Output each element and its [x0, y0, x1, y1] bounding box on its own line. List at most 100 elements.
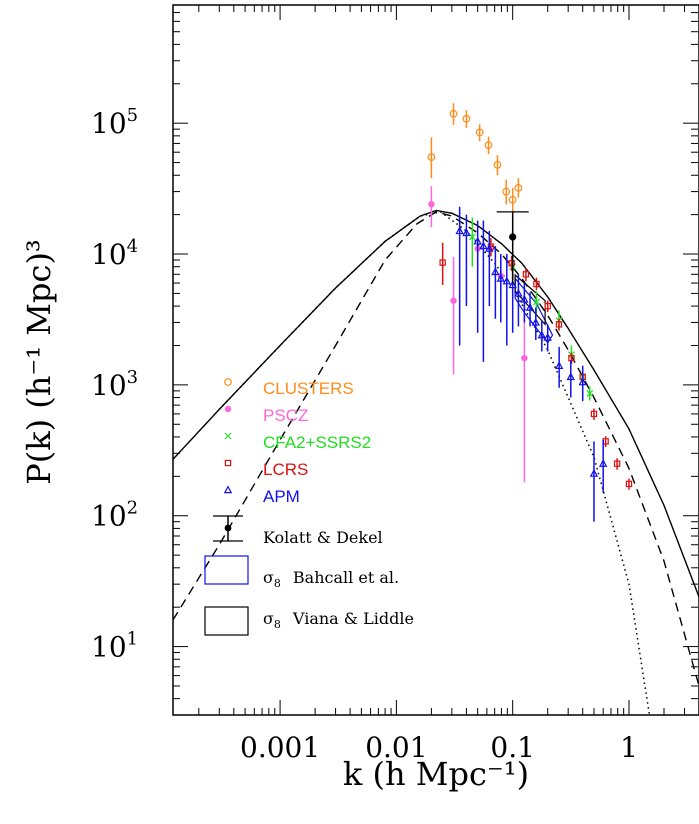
legend-label-kolatt-dekel: Kolatt & Dekel	[263, 528, 383, 547]
axis-tick-labels: 0.001 0.01 0.1 1 101 102 103 104 105	[91, 105, 638, 764]
point-clusters-marker-2	[462, 114, 471, 123]
point-cfa2-ssrs2-0	[468, 217, 476, 267]
point-apm-marker-14	[543, 332, 552, 341]
point-apm-marker-19	[598, 458, 608, 467]
y-tick-label: 103	[91, 367, 138, 402]
point-lcrs-marker-9	[590, 410, 598, 418]
point-apm-1	[462, 214, 471, 307]
point-clusters-marker-0	[427, 153, 436, 162]
legend-marker-apm	[223, 485, 233, 494]
point-apm-marker-1	[462, 228, 471, 237]
point-pscz-1	[450, 256, 457, 375]
point-kolatt-dekel-0	[496, 211, 529, 284]
point-apm-marker-17	[578, 377, 587, 386]
point-apm-11	[525, 292, 535, 327]
point-apm-marker-4	[485, 243, 494, 252]
point-apm-marker-9	[514, 288, 523, 297]
point-apm-7	[502, 254, 511, 346]
point-apm-17	[578, 365, 587, 402]
point-apm-12	[531, 307, 540, 341]
point-lcrs-12	[625, 478, 633, 490]
point-apm-marker-3	[479, 241, 488, 250]
point-lcrs-0	[439, 242, 446, 285]
legend-kolatt-marker	[224, 524, 232, 532]
point-apm-marker-12	[531, 317, 540, 326]
point-apm-marker-8	[508, 280, 517, 289]
data-points	[427, 103, 633, 522]
x-axis-title: k (h Mpc⁻¹)	[343, 755, 529, 793]
point-apm-4	[485, 230, 494, 307]
point-lcrs-marker-6	[555, 321, 563, 328]
point-cfa2-ssrs2-marker-0	[468, 233, 476, 241]
point-apm-9	[514, 274, 523, 327]
legend-label-bahcall: σ8 Bahcall et al.	[263, 568, 399, 590]
point-apm-14	[543, 324, 552, 352]
point-cfa2-ssrs2-marker-2	[532, 298, 540, 306]
point-lcrs-4	[533, 277, 540, 291]
point-clusters-2	[462, 110, 471, 128]
plot-frame	[172, 4, 699, 716]
axis-ticks	[173, 4, 699, 716]
point-apm-13	[537, 320, 547, 352]
point-apm-15	[554, 346, 564, 388]
legend-marker-clusters	[224, 378, 232, 386]
point-cfa2-ssrs2-6	[586, 386, 594, 401]
point-clusters-marker-8	[514, 184, 523, 192]
point-clusters-4	[484, 136, 493, 155]
legend-label-apm: APM	[263, 487, 300, 506]
model-curve-solid	[173, 209, 699, 598]
point-pscz-marker-4	[521, 354, 528, 362]
point-apm-marker-15	[554, 361, 564, 369]
point-cfa2-ssrs2-marker-6	[586, 390, 594, 397]
y-tick-label: 105	[91, 105, 138, 140]
point-apm-2	[473, 220, 482, 333]
point-apm-marker-18	[589, 468, 599, 477]
legend-marker-lcrs	[224, 459, 232, 467]
point-clusters-marker-3	[475, 128, 484, 137]
point-lcrs-11	[613, 458, 621, 470]
point-clusters-0	[427, 137, 436, 179]
point-apm-marker-7	[502, 276, 511, 285]
point-clusters-marker-4	[484, 141, 493, 149]
legend-box-viana	[204, 606, 249, 636]
legend-marker-pscz	[224, 405, 232, 413]
point-apm-marker-10	[520, 294, 529, 303]
x-tick-label: 0.001	[240, 731, 320, 764]
legend-marker-cfa2-ssrs2	[224, 432, 232, 440]
point-apm-18	[589, 441, 599, 522]
point-pscz-marker-1	[450, 297, 457, 304]
legend-label-clusters: CLUSTERS	[263, 379, 354, 398]
point-pscz-marker-0	[428, 201, 435, 208]
point-apm-6	[496, 254, 505, 323]
point-apm-marker-11	[525, 302, 535, 311]
point-apm-0	[455, 206, 464, 346]
point-lcrs-3	[522, 268, 530, 282]
point-clusters-marker-1	[449, 109, 458, 118]
point-apm-3	[479, 220, 488, 362]
point-apm-16	[566, 359, 575, 398]
point-apm-marker-13	[537, 330, 547, 339]
point-lcrs-marker-2	[508, 260, 515, 267]
legend-label-pscz: PSCZ	[263, 406, 308, 425]
point-apm-5	[491, 246, 500, 319]
legend-box-bahcall	[204, 555, 249, 585]
point-apm-10	[520, 283, 529, 323]
point-lcrs-marker-5	[544, 302, 551, 310]
point-lcrs-marker-0	[439, 259, 446, 266]
y-tick-label: 104	[91, 236, 138, 271]
x-tick-label: 0.01	[365, 731, 427, 764]
point-clusters-5	[493, 155, 502, 176]
point-clusters-3	[475, 124, 484, 142]
y-tick-label: 101	[91, 629, 138, 664]
point-clusters-marker-5	[493, 160, 502, 169]
legend-label-lcrs: LCRS	[263, 460, 308, 479]
point-lcrs-marker-12	[625, 480, 633, 488]
point-apm-marker-6	[496, 273, 505, 282]
point-apm-marker-16	[566, 372, 575, 381]
x-tick-label: 1	[620, 731, 638, 764]
point-clusters-7	[508, 187, 517, 212]
point-apm-marker-0	[455, 226, 464, 235]
point-lcrs-marker-4	[533, 280, 540, 288]
x-tick-label: 0.1	[490, 731, 535, 764]
